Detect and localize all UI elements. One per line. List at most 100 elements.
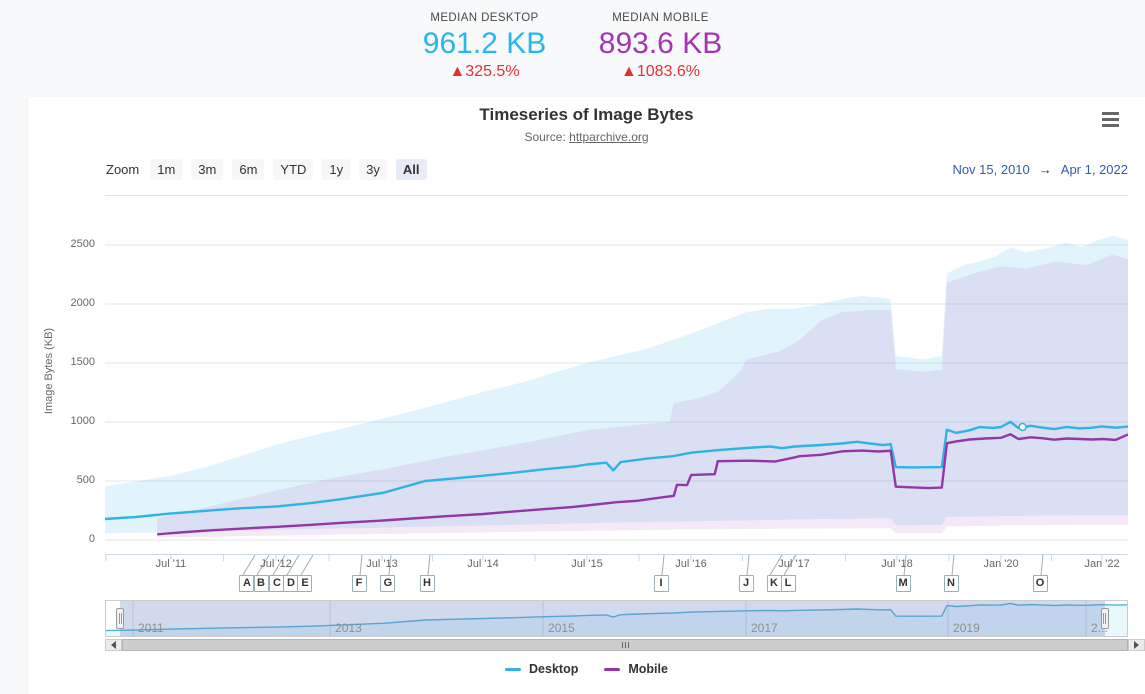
chart-context-menu-button[interactable]: [1102, 112, 1119, 127]
flag-M[interactable]: M: [895, 575, 911, 592]
zoom-button-all[interactable]: All: [395, 159, 427, 180]
navigator-svg[interactable]: [105, 600, 1128, 637]
flag-D[interactable]: D: [283, 575, 299, 592]
flag-connector-E: [300, 555, 314, 575]
x-axis-label: Jul '14: [467, 558, 499, 570]
mobile-median-line[interactable]: [157, 433, 1128, 536]
scrollbar-thumb[interactable]: [122, 639, 1128, 651]
y-axis-label-500: 500: [76, 474, 95, 486]
flag-K[interactable]: K: [766, 575, 782, 592]
hamburger-icon: [1102, 124, 1119, 127]
mobile-iqr-band: [157, 254, 1128, 538]
chart-legend: Desktop Mobile: [28, 662, 1145, 676]
zoom-button-ytd[interactable]: YTD: [273, 159, 314, 180]
x-axis-label: Jul '15: [571, 558, 603, 570]
zoom-label: Zoom: [106, 162, 140, 177]
flag-A[interactable]: A: [239, 575, 255, 592]
desktop-iqr-band: [105, 235, 1128, 534]
median-desktop-change: ▲325.5%: [449, 63, 520, 80]
x-axis-label: Jul '12: [260, 558, 292, 570]
arrow-right-icon: [1134, 641, 1139, 649]
flag-L[interactable]: L: [780, 575, 796, 592]
median-mobile-stat: MEDIAN MOBILE 893.6 KB ▲1083.6%: [586, 12, 736, 81]
flag-I[interactable]: I: [653, 575, 669, 592]
flag-C[interactable]: C: [269, 575, 285, 592]
chart-card: Timeseries of Image Bytes Source: httpar…: [28, 97, 1145, 694]
flag-E[interactable]: E: [297, 575, 313, 592]
navigator-left-handle[interactable]: [116, 608, 125, 629]
range-from-input[interactable]: Nov 15, 2010: [952, 162, 1030, 177]
x-axis-label: Jan '20: [983, 558, 1019, 570]
median-desktop-stat: MEDIAN DESKTOP 961.2 KB ▲325.5%: [410, 12, 560, 81]
navigator-year-label: 2011: [138, 621, 164, 635]
range-selector: Zoom 1m 3m 6m YTD 1y 3y All: [106, 159, 427, 180]
chart-subtitle: Source: httparchive.org: [28, 130, 1145, 144]
zoom-button-1y[interactable]: 1y: [322, 159, 351, 180]
flag-N[interactable]: N: [943, 575, 959, 592]
navigator-year-label: 2015: [548, 621, 575, 635]
x-axis-label: Jul '16: [675, 558, 707, 570]
flag-B[interactable]: B: [253, 575, 269, 592]
hamburger-icon: [1102, 118, 1119, 121]
stats-header: MEDIAN DESKTOP 961.2 KB ▲325.5% MEDIAN M…: [0, 0, 1145, 97]
x-axis-label: Jul '17: [778, 558, 810, 570]
flag-connector-F: [359, 555, 363, 575]
flag-connector-O: [1040, 555, 1044, 575]
x-axis-label: Jul '11: [155, 558, 187, 570]
flag-G[interactable]: G: [380, 575, 396, 592]
x-axis-label: Jul '18: [881, 558, 913, 570]
arrow-left-icon: [111, 641, 116, 649]
flag-connectors-svg: [242, 555, 1044, 575]
zoom-button-3y[interactable]: 3y: [359, 159, 387, 180]
legend-marker-desktop: [505, 667, 522, 671]
flag-connector-C: [272, 555, 286, 575]
y-axis-label-1500: 1500: [70, 356, 95, 368]
flag-connector-K: [769, 555, 783, 575]
flag-F[interactable]: F: [351, 575, 367, 592]
y-axis-title: Image Bytes (KB): [43, 327, 55, 415]
navigator-desktop-line: [105, 602, 1128, 632]
navigator-area-fill: [105, 603, 1128, 637]
navigator-year-label: 2013: [335, 621, 362, 635]
x-axis-label: Jul '13: [366, 558, 398, 570]
median-mobile-value: 893.6 KB: [598, 27, 723, 60]
flag-connector-M: [903, 555, 907, 575]
zoom-button-1m[interactable]: 1m: [150, 159, 183, 180]
navigator-year-label: 2019: [953, 621, 980, 635]
y-axis-label-1000: 1000: [70, 415, 95, 427]
flag-H[interactable]: H: [419, 575, 435, 592]
zoom-buttons: 1m 3m 6m YTD 1y 3y All: [150, 159, 427, 180]
flag-connector-H: [427, 555, 431, 575]
zoom-button-3m[interactable]: 3m: [191, 159, 224, 180]
navigator-right-handle[interactable]: [1100, 608, 1109, 629]
median-desktop-value: 961.2 KB: [422, 27, 547, 60]
chart-subtitle-prefix: Source:: [524, 130, 566, 144]
legend-label-mobile: Mobile: [628, 662, 668, 676]
navigator-mask[interactable]: [120, 600, 1105, 637]
x-axis-label: Jan '22: [1084, 558, 1120, 570]
navigator-year-label: 2017: [751, 621, 778, 635]
flag-connector-D: [286, 555, 300, 575]
y-axis-label-2000: 2000: [70, 297, 95, 309]
y-axis-label-2500: 2500: [70, 238, 95, 250]
flag-J[interactable]: J: [738, 575, 754, 592]
scrollbar-left-button[interactable]: [105, 639, 122, 651]
zoom-button-6m[interactable]: 6m: [232, 159, 265, 180]
median-desktop-label: MEDIAN DESKTOP: [430, 12, 539, 24]
flag-connector-L: [783, 555, 797, 575]
median-mobile-change: ▲1083.6%: [621, 63, 700, 80]
flag-O[interactable]: O: [1032, 575, 1048, 592]
source-link[interactable]: httparchive.org: [569, 130, 649, 144]
legend-item-mobile[interactable]: Mobile: [604, 662, 668, 676]
y-axis-label-0: 0: [88, 533, 95, 545]
flag-connector-A: [242, 555, 256, 575]
scrollbar-right-button[interactable]: [1128, 639, 1145, 651]
legend-item-desktop[interactable]: Desktop: [505, 662, 578, 676]
flag-connector-B: [256, 555, 270, 575]
desktop-point-marker[interactable]: [1018, 422, 1027, 432]
median-mobile-label: MEDIAN MOBILE: [612, 12, 709, 24]
flag-connector-I: [661, 555, 665, 575]
range-to-input[interactable]: Apr 1, 2022: [1060, 162, 1128, 177]
chart-title: Timeseries of Image Bytes: [479, 105, 694, 124]
